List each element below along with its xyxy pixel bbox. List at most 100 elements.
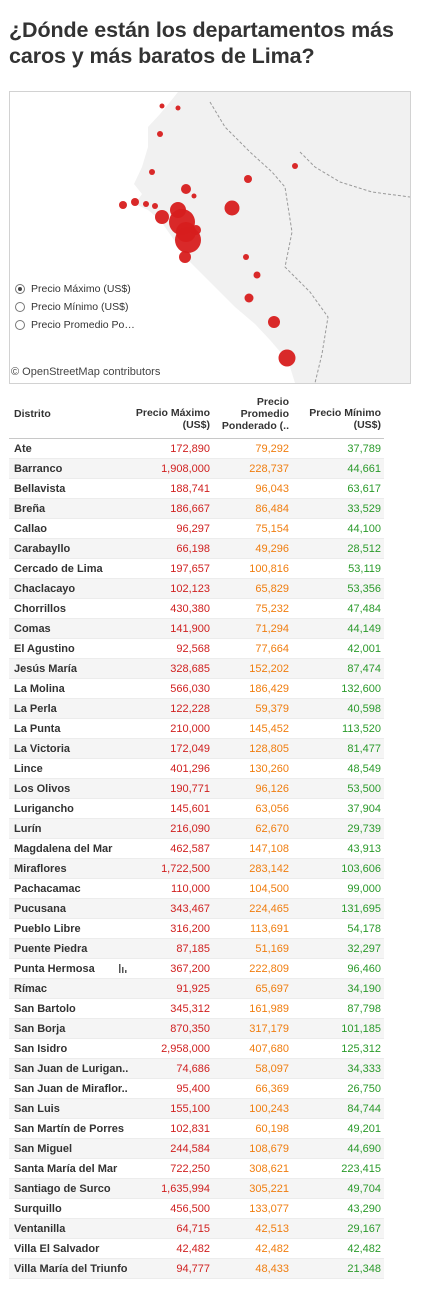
cell-distrito: La Molina <box>14 683 65 695</box>
cell-precio-minimo: 54,178 <box>347 923 381 935</box>
cell-precio-maximo: 2,958,000 <box>161 1043 210 1055</box>
table-row[interactable]: San Martín de Porres 102,831 60,198 49,201 <box>9 1119 384 1139</box>
map-canvas[interactable] <box>10 92 410 383</box>
map-marker[interactable] <box>224 200 240 216</box>
map-marker[interactable] <box>157 131 163 137</box>
table-row[interactable]: Barranco 1,908,000 228,737 44,661 <box>9 459 384 479</box>
table-row[interactable]: Carabayllo 66,198 49,296 28,512 <box>9 539 384 559</box>
cell-precio-maximo: 74,686 <box>176 1063 210 1075</box>
radio-button[interactable] <box>15 320 25 330</box>
map-marker[interactable] <box>191 193 197 199</box>
table-row[interactable]: Lurín 216,090 62,670 29,739 <box>9 819 384 839</box>
header-distrito[interactable]: Distrito <box>14 408 51 420</box>
cell-precio-promedio: 224,465 <box>249 903 289 915</box>
table-row[interactable]: Breña 186,667 86,484 33,529 <box>9 499 384 519</box>
map-marker[interactable] <box>119 201 127 209</box>
cell-precio-maximo: 91,925 <box>176 983 210 995</box>
map-marker[interactable] <box>244 293 254 303</box>
table-row[interactable]: Chaclacayo 102,123 65,829 53,356 <box>9 579 384 599</box>
cell-precio-promedio: 128,805 <box>249 743 289 755</box>
table-row[interactable]: Lince 401,296 130,260 48,549 <box>9 759 384 779</box>
cell-distrito: San Juan de Lurigan.. <box>14 1063 129 1075</box>
table-row[interactable]: Callao 96,297 75,154 44,100 <box>9 519 384 539</box>
legend-option-max[interactable]: Precio Máximo (US$) <box>15 280 135 298</box>
table-row[interactable]: Surquillo 456,500 133,077 43,290 <box>9 1199 384 1219</box>
cell-precio-maximo: 172,049 <box>170 743 210 755</box>
table-row[interactable]: Jesús María 328,685 152,202 87,474 <box>9 659 384 679</box>
table-row[interactable]: Punta Hermosa 367,200 222,809 96,460 <box>9 959 384 979</box>
table-row[interactable]: San Juan de Lurigan.. 74,686 58,097 34,333 <box>9 1059 384 1079</box>
cell-precio-promedio: 100,816 <box>249 563 289 575</box>
table-row[interactable]: San Luis 155,100 100,243 84,744 <box>9 1099 384 1119</box>
table-row[interactable]: Pucusana 343,467 224,465 131,695 <box>9 899 384 919</box>
map-marker[interactable] <box>159 103 165 109</box>
bar-chart-icon[interactable] <box>119 964 129 973</box>
table-row[interactable]: Bellavista 188,741 96,043 63,617 <box>9 479 384 499</box>
table-row[interactable]: Lurigancho 145,601 63,056 37,904 <box>9 799 384 819</box>
map-marker[interactable] <box>179 251 191 263</box>
table-row[interactable]: Pueblo Libre 316,200 113,691 54,178 <box>9 919 384 939</box>
map-marker[interactable] <box>149 169 155 175</box>
cell-precio-promedio: 62,670 <box>255 823 289 835</box>
map-marker[interactable] <box>244 175 252 183</box>
header-precio-maximo[interactable]: Precio Máximo (US$) <box>136 407 210 431</box>
cell-precio-maximo: 186,667 <box>170 503 210 515</box>
table-row[interactable]: Santa María del Mar 722,250 308,621 223,415 <box>9 1159 384 1179</box>
cell-precio-promedio: 147,108 <box>249 843 289 855</box>
cell-precio-minimo: 49,704 <box>347 1183 381 1195</box>
table-row[interactable]: El Agustino 92,568 77,664 42,001 <box>9 639 384 659</box>
map-marker[interactable] <box>243 254 249 260</box>
table-row[interactable]: Puente Piedra 87,185 51,169 32,297 <box>9 939 384 959</box>
table-row[interactable]: San Bartolo 345,312 161,989 87,798 <box>9 999 384 1019</box>
map-marker[interactable] <box>152 203 158 209</box>
table-row[interactable]: San Isidro 2,958,000 407,680 125,312 <box>9 1039 384 1059</box>
map-marker[interactable] <box>131 198 139 206</box>
table-row[interactable]: San Juan de Miraflor.. 95,400 66,369 26,750 <box>9 1079 384 1099</box>
table-row[interactable]: Santiago de Surco 1,635,994 305,221 49,704 <box>9 1179 384 1199</box>
map-attribution[interactable]: © OpenStreetMap contributors <box>11 366 161 378</box>
table-row[interactable]: La Victoria 172,049 128,805 81,477 <box>9 739 384 759</box>
legend-option-avg[interactable]: Precio Promedio Po… <box>15 316 135 334</box>
table-row[interactable]: La Molina 566,030 186,429 132,600 <box>9 679 384 699</box>
table-row[interactable]: Ate 172,890 79,292 37,789 <box>9 439 384 459</box>
map-marker[interactable] <box>175 105 181 111</box>
radio-button[interactable] <box>15 302 25 312</box>
table-row[interactable]: Villa María del Triunfo 94,777 48,433 21,34… <box>9 1259 384 1279</box>
table-row[interactable]: Los Olivos 190,771 96,126 53,500 <box>9 779 384 799</box>
map-marker[interactable] <box>181 184 191 194</box>
table-row[interactable]: La Perla 122,228 59,379 40,598 <box>9 699 384 719</box>
table-row[interactable]: Magdalena del Mar 462,587 147,108 43,913 <box>9 839 384 859</box>
map-marker[interactable] <box>268 316 280 328</box>
cell-precio-maximo: 210,000 <box>170 723 210 735</box>
map-marker[interactable] <box>143 201 149 207</box>
map-marker[interactable] <box>278 349 296 367</box>
table-row[interactable]: San Borja 870,350 317,179 101,185 <box>9 1019 384 1039</box>
price-table: Distrito Precio Máximo (US$) Precio Prom… <box>9 392 384 1279</box>
header-precio-promedio[interactable]: Precio Promedio Ponderado (.. <box>222 396 289 432</box>
table-row[interactable]: Comas 141,900 71,294 44,149 <box>9 619 384 639</box>
table-row[interactable]: Pachacamac 110,000 104,500 99,000 <box>9 879 384 899</box>
map-marker[interactable] <box>155 210 169 224</box>
cell-distrito: Pachacamac <box>14 883 81 895</box>
table-row[interactable]: La Punta 210,000 145,452 113,520 <box>9 719 384 739</box>
table-row[interactable]: Rímac 91,925 65,697 34,190 <box>9 979 384 999</box>
map-marker[interactable] <box>191 225 201 235</box>
cell-distrito: Breña <box>14 503 46 515</box>
map-marker[interactable] <box>292 163 298 169</box>
table-row[interactable]: San Miguel 244,584 108,679 44,690 <box>9 1139 384 1159</box>
cell-precio-promedio: 130,260 <box>249 763 289 775</box>
table-row[interactable]: Chorrillos 430,380 75,232 47,484 <box>9 599 384 619</box>
table-row[interactable]: Ventanilla 64,715 42,513 29,167 <box>9 1219 384 1239</box>
cell-precio-promedio: 308,621 <box>249 1163 289 1175</box>
radio-button[interactable] <box>15 284 25 294</box>
price-markers[interactable] <box>119 103 298 367</box>
cell-distrito: San Martín de Porres <box>14 1123 125 1135</box>
table-row[interactable]: Cercado de Lima 197,657 100,816 53,119 <box>9 559 384 579</box>
table-row[interactable]: Villa El Salvador 42,482 42,482 42,482 <box>9 1239 384 1259</box>
table-row[interactable]: Miraflores 1,722,500 283,142 103,606 <box>9 859 384 879</box>
header-line: Precio Máximo <box>135 407 210 419</box>
legend-option-min[interactable]: Precio Mínimo (US$) <box>15 298 135 316</box>
header-precio-minimo[interactable]: Precio Mínimo (US$) <box>309 407 381 431</box>
map-marker[interactable] <box>253 271 261 279</box>
map-view[interactable]: Precio Máximo (US$) Precio Mínimo (US$) … <box>9 91 411 384</box>
